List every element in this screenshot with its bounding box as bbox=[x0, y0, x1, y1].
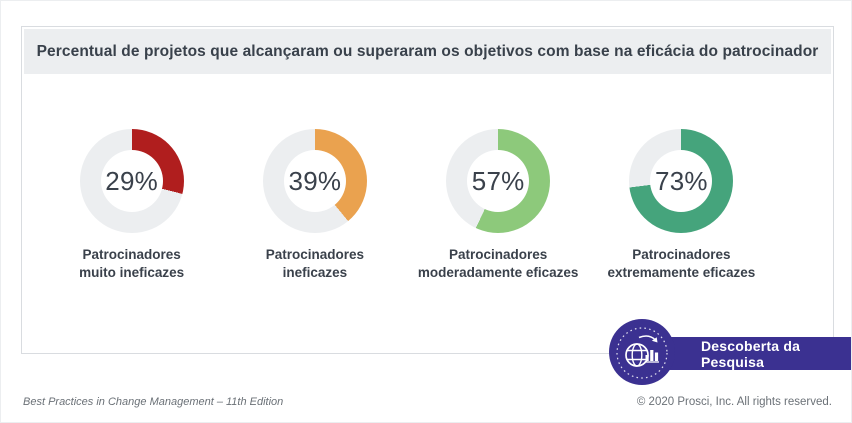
donut-category-label: Patrocinadores muito ineficazes bbox=[79, 247, 185, 280]
ribbon-label: Descoberta da Pesquisa bbox=[701, 337, 801, 370]
donut-chart-57: 57% bbox=[446, 129, 551, 233]
donut-value-label: 29% bbox=[105, 165, 158, 196]
donut-group-extremamente-eficazes: 73% Patrocinadores extremamente eficazes bbox=[590, 129, 773, 281]
donut-group-moderadamente-eficazes: 57% Patrocinadores moderadamente eficaze… bbox=[407, 129, 590, 281]
chart-card: Percentual de projetos que alcançaram ou… bbox=[21, 26, 834, 354]
donut-chart-row: 29% Patrocinadores muito ineficazes 39% … bbox=[22, 129, 833, 281]
donut-group-muito-ineficazes: 29% Patrocinadores muito ineficazes bbox=[40, 129, 223, 281]
donut-group-ineficazes: 39% Patrocinadores ineficazes bbox=[223, 129, 406, 281]
donut-chart-73: 73% bbox=[629, 129, 734, 233]
donut-value-label: 57% bbox=[471, 165, 525, 196]
research-badge bbox=[609, 319, 675, 385]
donut-value-label: 39% bbox=[288, 165, 342, 196]
chart-header-band: Percentual de projetos que alcançaram ou… bbox=[24, 29, 831, 74]
donut-chart-29: 29% bbox=[79, 129, 184, 233]
footer-copyright-text: © 2020 Prosci, Inc. All rights reserved. bbox=[636, 396, 832, 408]
donut-category-label: Patrocinadores extremamente eficazes bbox=[607, 247, 756, 280]
donut-category-label: Patrocinadores ineficazes bbox=[265, 247, 365, 280]
donut-category-label: Patrocinadores moderadamente eficazes bbox=[417, 247, 579, 280]
donut-value-label: 73% bbox=[655, 165, 708, 196]
footer: Best Practices in Change Management – 11… bbox=[23, 396, 832, 408]
chart-title: Percentual de projetos que alcançaram ou… bbox=[36, 42, 819, 60]
footer-source-text: Best Practices in Change Management – 11… bbox=[23, 396, 284, 408]
globe-research-icon bbox=[616, 327, 668, 379]
donut-chart-39: 39% bbox=[262, 129, 367, 233]
